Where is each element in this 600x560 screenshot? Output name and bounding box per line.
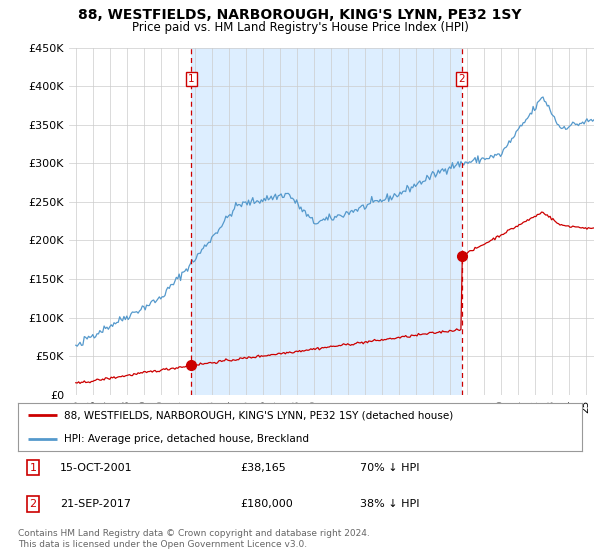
Text: £38,165: £38,165 xyxy=(240,463,286,473)
Text: 15-OCT-2001: 15-OCT-2001 xyxy=(60,463,133,473)
Text: Price paid vs. HM Land Registry's House Price Index (HPI): Price paid vs. HM Land Registry's House … xyxy=(131,21,469,34)
Text: 70% ↓ HPI: 70% ↓ HPI xyxy=(360,463,419,473)
Text: £180,000: £180,000 xyxy=(240,499,293,509)
Text: 1: 1 xyxy=(188,74,194,84)
Text: HPI: Average price, detached house, Breckland: HPI: Average price, detached house, Brec… xyxy=(64,434,309,444)
Text: 21-SEP-2017: 21-SEP-2017 xyxy=(60,499,131,509)
Text: 2: 2 xyxy=(458,74,465,84)
Text: 1: 1 xyxy=(29,463,37,473)
Bar xyxy=(191,48,462,395)
Text: Contains HM Land Registry data © Crown copyright and database right 2024.
This d: Contains HM Land Registry data © Crown c… xyxy=(18,529,370,549)
Text: 88, WESTFIELDS, NARBOROUGH, KING'S LYNN, PE32 1SY: 88, WESTFIELDS, NARBOROUGH, KING'S LYNN,… xyxy=(78,8,522,22)
Text: 2: 2 xyxy=(29,499,37,509)
Text: 88, WESTFIELDS, NARBOROUGH, KING'S LYNN, PE32 1SY (detached house): 88, WESTFIELDS, NARBOROUGH, KING'S LYNN,… xyxy=(64,410,454,420)
Text: 38% ↓ HPI: 38% ↓ HPI xyxy=(360,499,419,509)
